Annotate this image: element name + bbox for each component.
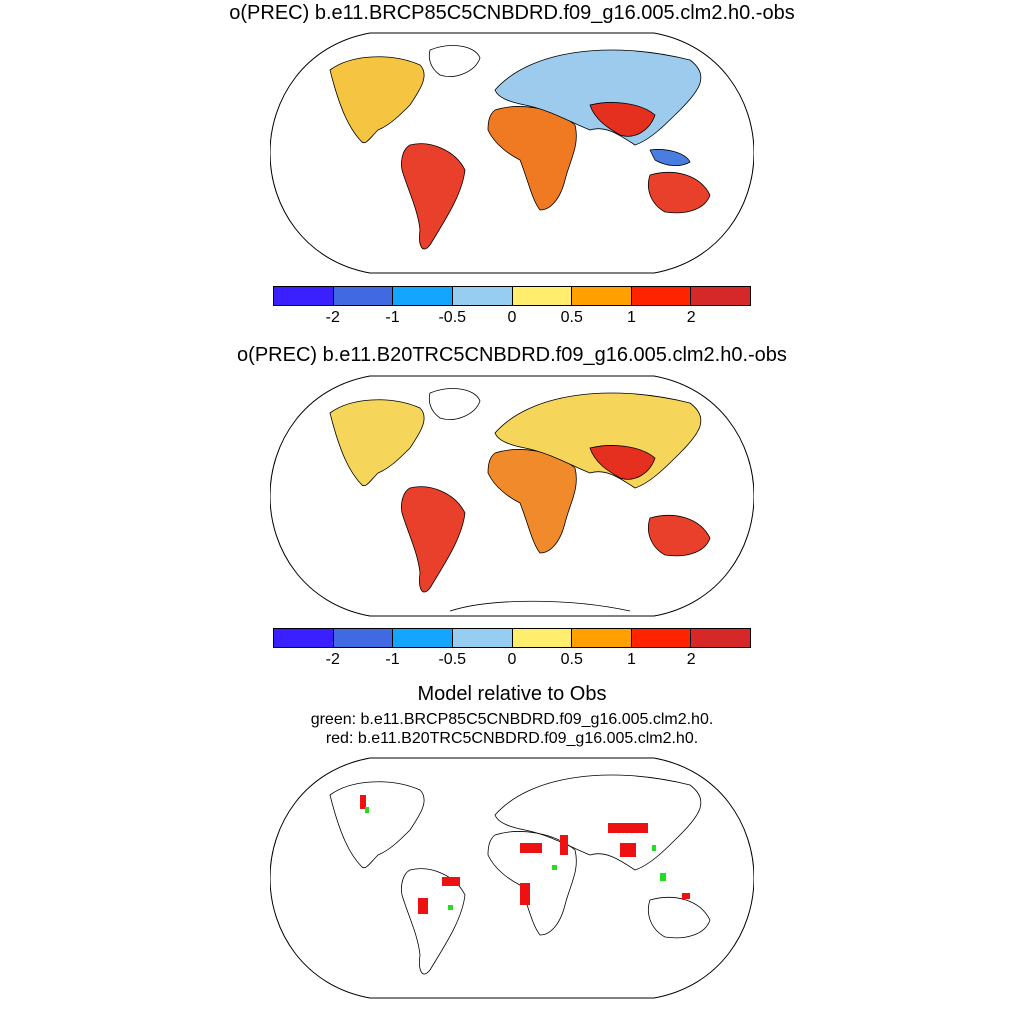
south-america (401, 143, 466, 250)
cbar-tick-label: 1 (627, 651, 636, 668)
cbar-tick-label: 0 (507, 651, 517, 668)
panel1-colorbar-ticks: -2 -1 -0.5 0 0.5 1 2 (273, 309, 751, 329)
cbar-tick-label: 0 (507, 309, 517, 326)
red-patches (360, 795, 690, 914)
cbar-swatch (512, 287, 573, 305)
cbar-tick-label: -1 (385, 651, 400, 668)
cbar-tick-label: 2 (686, 651, 696, 668)
cbar-swatch (572, 287, 632, 305)
green-patches (365, 807, 666, 910)
panel1-colorbar (273, 286, 751, 306)
map-frame (270, 757, 754, 999)
north-america (329, 56, 425, 144)
panel2-map (270, 375, 754, 617)
cbar-swatch (274, 287, 334, 305)
cbar-tick-label: -1 (385, 309, 400, 326)
north-america-outline (329, 781, 425, 869)
australia (648, 171, 711, 214)
cbar-tick-label: -2 (325, 309, 340, 326)
cbar-tick-label: 2 (686, 309, 696, 326)
cbar-swatch (572, 629, 632, 647)
greenland (428, 388, 481, 420)
cbar-swatch (631, 629, 692, 647)
cbar-tick-label: 1 (627, 309, 636, 326)
cbar-swatch (691, 287, 750, 305)
panel2-colorbar (273, 628, 751, 648)
cbar-swatch (333, 287, 394, 305)
cbar-tick-label: -0.5 (438, 651, 467, 668)
cbar-tick-label: 0.5 (560, 309, 583, 326)
cbar-swatch (452, 287, 513, 305)
north-america (329, 399, 425, 487)
cbar-swatch (691, 629, 750, 647)
australia (648, 514, 711, 557)
panel1-title: o(PREC) b.e11.BRCP85C5CNBDRD.f09_g16.005… (229, 2, 795, 24)
panel1-map (270, 32, 754, 274)
south-america-outline (401, 868, 466, 975)
cbar-swatch (512, 629, 573, 647)
antarctica (449, 600, 631, 612)
eurasia-outline (494, 774, 702, 871)
cbar-swatch (393, 629, 453, 647)
cbar-swatch (333, 629, 394, 647)
cbar-swatch (631, 287, 692, 305)
panel2-title: o(PREC) b.e11.B20TRC5CNBDRD.f09_g16.005.… (237, 344, 787, 366)
cbar-swatch (274, 629, 334, 647)
greenland (428, 45, 481, 77)
australia-outline (648, 896, 711, 939)
south-america (401, 486, 466, 593)
south-asia (589, 445, 656, 480)
southeast-asia (649, 149, 691, 166)
legend-red: red: b.e11.B20TRC5CNBDRD.f09_g16.005.clm… (325, 730, 699, 747)
comparison-map (270, 757, 754, 999)
cbar-swatch (393, 287, 453, 305)
cbar-swatch (452, 629, 513, 647)
panel2-colorbar-ticks: -2 -1 -0.5 0 0.5 1 2 (273, 651, 751, 671)
south-asia (589, 102, 656, 137)
comparison-title: Model relative to Obs (417, 683, 607, 705)
cbar-tick-label: -0.5 (438, 309, 467, 326)
cbar-tick-label: -2 (325, 651, 340, 668)
cbar-tick-label: 0.5 (560, 651, 583, 668)
legend-green: green: b.e11.BRCP85C5CNBDRD.f09_g16.005.… (310, 711, 714, 728)
